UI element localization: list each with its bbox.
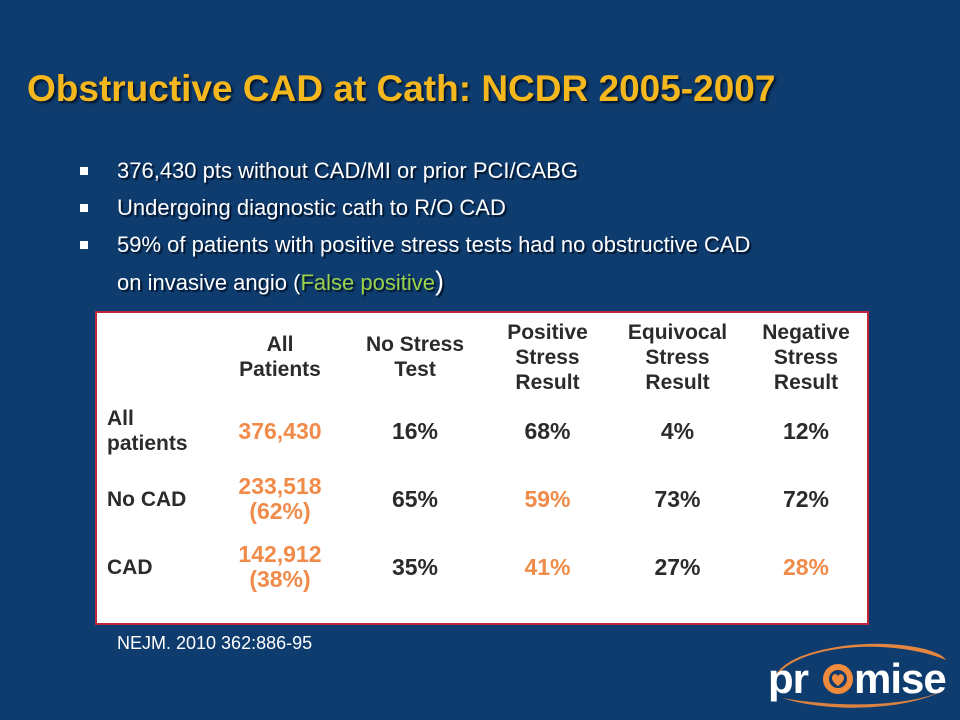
column-header: All Patients <box>239 333 321 381</box>
table-cell: 27% <box>654 553 701 580</box>
citation: NEJM. 2010 362:886-95 <box>117 633 313 653</box>
table-cell: 73% <box>654 485 701 512</box>
row-header: No CAD <box>107 487 187 511</box>
bullet-square-icon <box>80 241 88 249</box>
promise-logo: pr mise <box>768 643 948 708</box>
table-corner-cell <box>97 317 215 397</box>
bullet-square-icon <box>80 167 88 175</box>
table-cell: 12% <box>782 417 830 444</box>
bullet-item: Undergoing diagnostic cath to R/O CAD <box>80 189 910 226</box>
table-cell: 142,912 (38%) <box>238 541 322 592</box>
results-table-panel: All Patients No Stress Test Positive Stress Re… <box>95 311 869 625</box>
bullet-text: 376,430 pts without CAD/MI or prior PCI/… <box>117 158 578 183</box>
table-cell: 4% <box>660 417 695 444</box>
bullet-text: Undergoing diagnostic cath to R/O CAD <box>117 195 506 220</box>
bullet-square-icon <box>80 204 88 212</box>
table-row: No CAD 233,518 (62%) 65% 59% 73% 72% <box>97 465 867 533</box>
bullet-text-line2: on invasive angio ( <box>117 270 301 295</box>
table-cell: 376,430 <box>238 417 322 444</box>
table-cell: 28% <box>782 553 830 580</box>
table-cell: 35% <box>391 553 439 580</box>
table-body: All patients 376,430 16% 68% 4% 12% No CAD 233,5… <box>97 397 867 601</box>
column-header: Equivocal Stress Result <box>627 320 728 394</box>
table-cell: 233,518 (62%) <box>238 473 322 524</box>
table-cell: 16% <box>391 417 439 444</box>
bullet-list: 376,430 pts without CAD/MI or prior PCI/… <box>80 152 910 301</box>
column-header: No Stress Test <box>365 333 465 381</box>
table-cell: 41% <box>524 553 571 580</box>
table-row: All patients 376,430 16% 68% 4% 12% <box>97 397 867 465</box>
table-cell: 59% <box>524 485 571 512</box>
row-header: CAD <box>107 555 153 579</box>
column-header: Positive Stress Result <box>507 320 588 394</box>
table-header-row: All Patients No Stress Test Positive Stress Re… <box>97 317 867 397</box>
bullet-text-line1: 59% of patients with positive stress tes… <box>117 232 751 257</box>
table-cell: 72% <box>782 485 830 512</box>
slide-title: Obstructive CAD at Cath: NCDR 2005-2007 <box>27 68 776 109</box>
results-table: All Patients No Stress Test Positive Stress Re… <box>97 317 867 601</box>
false-positive-highlight: False positive <box>300 270 435 295</box>
table-row: CAD 142,912 (38%) 35% 41% 27% 28% <box>97 533 867 601</box>
bullet-item: 59% of patients with positive stress tes… <box>80 226 910 301</box>
row-header: All patients <box>107 407 188 455</box>
svg-text:mise: mise <box>854 655 946 702</box>
table-cell: 68% <box>524 417 571 444</box>
closing-paren: ) <box>434 266 444 296</box>
svg-text:pr: pr <box>768 655 809 702</box>
table-cell: 65% <box>391 485 439 512</box>
bullet-item: 376,430 pts without CAD/MI or prior PCI/… <box>80 152 910 189</box>
column-header: Negative Stress Result <box>762 320 850 394</box>
